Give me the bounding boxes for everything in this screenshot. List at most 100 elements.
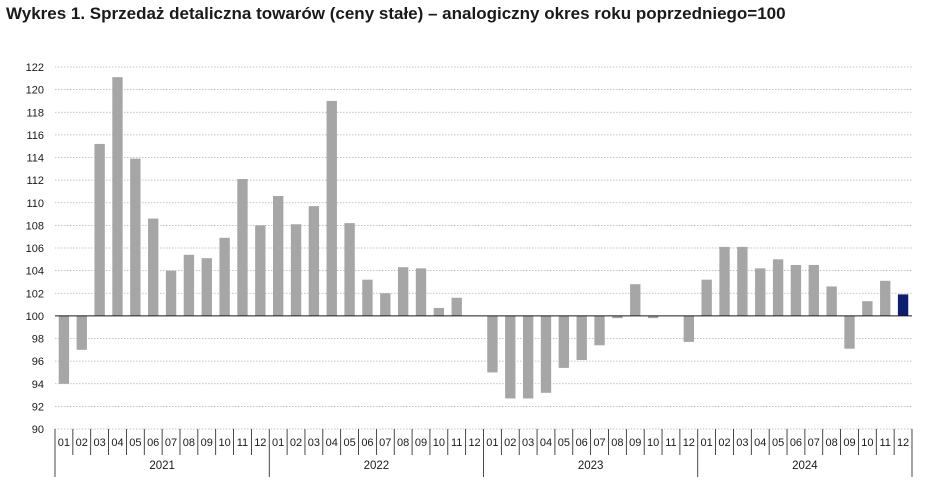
bar (630, 284, 641, 316)
x-tick-label: 06 (361, 437, 373, 449)
x-tick-label: 05 (343, 437, 355, 449)
bars (58, 77, 909, 399)
x-tick-label: 02 (290, 437, 302, 449)
x-tick-label: 04 (111, 437, 123, 449)
x-tick-label: 08 (826, 437, 838, 449)
y-tick-label: 92 (32, 401, 44, 413)
x-tick-label: 01 (701, 437, 713, 449)
bar (737, 246, 748, 316)
bar (755, 268, 766, 316)
bar (148, 218, 159, 316)
x-tick-label: 06 (790, 437, 802, 449)
bar (130, 158, 141, 316)
bar (415, 268, 427, 316)
bar (719, 246, 730, 316)
gridlines (55, 66, 912, 430)
x-tick-label: 06 (576, 437, 588, 449)
y-tick-label: 116 (26, 130, 44, 142)
x-tick-label: 05 (129, 437, 141, 449)
x-tick-label: 12 (468, 437, 480, 449)
y-tick-label: 100 (26, 311, 44, 323)
bar (308, 206, 320, 316)
y-tick-label: 110 (26, 198, 44, 210)
y-tick-label: 114 (26, 153, 44, 165)
bar (362, 279, 373, 316)
bar (862, 301, 873, 316)
x-tick-label: 01 (58, 437, 70, 449)
bar (201, 258, 212, 316)
bar (647, 315, 659, 319)
x-tick-label: 01 (486, 437, 498, 449)
y-tick-label: 90 (32, 424, 44, 436)
bar (380, 293, 391, 316)
bar (94, 143, 105, 316)
bar (844, 315, 855, 349)
y-tick-label: 112 (26, 175, 44, 187)
x-tick-label: 10 (218, 437, 230, 449)
y-tick-label: 108 (26, 220, 44, 232)
bar (165, 270, 177, 316)
x-tick-label: 09 (843, 437, 855, 449)
x-tick-label: 11 (451, 437, 462, 449)
x-tick-label: 03 (94, 437, 106, 449)
x-tick-label: 10 (433, 437, 445, 449)
x-tick-label: 12 (254, 437, 266, 449)
bar (558, 315, 570, 368)
x-tick-label: 11 (665, 437, 676, 449)
y-tick-label: 98 (32, 334, 44, 346)
x-tick-label: 12 (897, 437, 909, 449)
bar (772, 259, 784, 316)
x-tick-label: 02 (718, 437, 730, 449)
bar (683, 315, 695, 342)
bar (272, 195, 284, 316)
x-tick-label: 09 (629, 437, 641, 449)
bar (897, 294, 909, 316)
x-tick-label: 08 (183, 437, 195, 449)
year-label: 2024 (792, 460, 818, 472)
bar (58, 315, 70, 384)
y-tick-label: 122 (26, 62, 44, 74)
x-tick-label: 07 (808, 437, 820, 449)
x-tick-label: 07 (165, 437, 177, 449)
x-tick-label: 05 (772, 437, 784, 449)
x-tick-label: 09 (201, 437, 213, 449)
x-tick-label: 03 (522, 437, 534, 449)
bar (326, 100, 337, 316)
y-tick-label: 96 (32, 356, 44, 368)
bar (522, 315, 534, 399)
y-tick-label: 94 (32, 379, 44, 391)
y-axis-ticks: 90 92 94 96 98 100 102 104 106 108 110 112 114 116 118… (26, 62, 44, 436)
bar (487, 315, 498, 373)
x-tick-label: 11 (237, 437, 248, 449)
bar (433, 307, 445, 316)
bar (808, 264, 819, 316)
x-tick-label: 04 (540, 437, 552, 449)
y-tick-label: 118 (26, 107, 44, 119)
x-tick-label: 08 (611, 437, 623, 449)
bar (540, 315, 552, 393)
bar (880, 280, 891, 316)
x-tick-label: 03 (736, 437, 748, 449)
bar (612, 315, 623, 319)
x-tick-label: 04 (326, 437, 338, 449)
y-tick-label: 102 (26, 288, 44, 300)
x-tick-label: 09 (415, 437, 427, 449)
bar (826, 286, 837, 316)
x-tick-label: 11 (880, 437, 891, 449)
bar (76, 315, 87, 350)
bar (594, 315, 605, 346)
bar (112, 77, 123, 316)
bar (701, 279, 712, 316)
x-tick-label: 10 (861, 437, 873, 449)
bar (790, 264, 802, 316)
x-tick-label: 01 (272, 437, 284, 449)
bar (183, 254, 195, 316)
x-tick-label: 07 (593, 437, 605, 449)
x-tick-label: 02 (504, 437, 516, 449)
x-tick-label: 03 (308, 437, 320, 449)
y-tick-label: 106 (26, 243, 44, 255)
bar (505, 315, 516, 399)
x-tick-label: 12 (683, 437, 695, 449)
chart-title: Wykres 1. Sprzedaż detaliczna towarów (c… (6, 4, 786, 23)
